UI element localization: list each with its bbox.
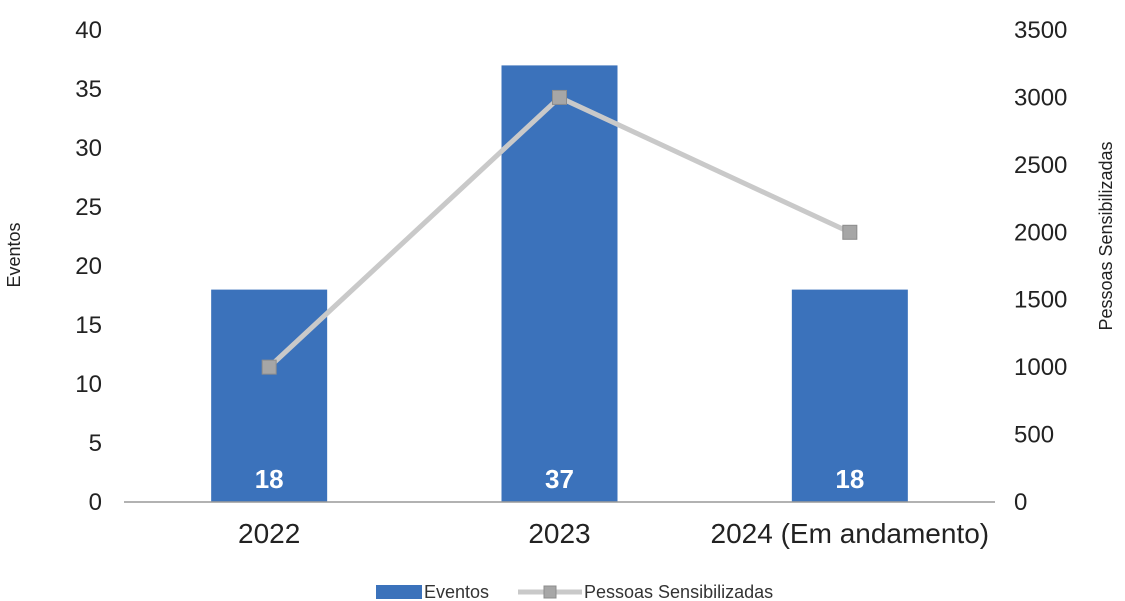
y-axis-right-title: Pessoas Sensibilizadas	[1096, 141, 1116, 330]
x-category-label: 2022	[238, 518, 300, 549]
legend-marker-pessoas	[543, 585, 557, 599]
bar-series-eventos: 18 37 18	[211, 65, 908, 503]
bar-data-label: 37	[545, 464, 574, 494]
line-marker-pessoas	[261, 359, 277, 375]
y-right-tick-label: 2500	[1014, 152, 1067, 179]
y-axis-right-ticks: 0 500 1000 1500 2000 2500 3000 3500	[1014, 17, 1067, 516]
y-right-tick-label: 3000	[1014, 84, 1067, 111]
y-right-tick-label: 1000	[1014, 354, 1067, 381]
y-right-tick-label: 500	[1014, 422, 1054, 449]
bar-eventos	[211, 289, 328, 502]
y-right-tick-label: 2000	[1014, 219, 1067, 246]
y-right-tick-label: 0	[1014, 489, 1027, 516]
y-left-tick-label: 20	[75, 253, 102, 280]
y-left-tick-label: 0	[89, 489, 102, 516]
y-left-tick-label: 15	[75, 312, 102, 339]
y-left-tick-label: 5	[89, 430, 102, 457]
y-axis-left-ticks: 0 5 10 15 20 25 30 35 40	[75, 17, 102, 516]
y-left-tick-label: 10	[75, 371, 102, 398]
bar-eventos	[791, 289, 908, 502]
bar-data-label: 18	[255, 464, 284, 494]
x-category-label: 2023	[528, 518, 590, 549]
line-series-pessoas	[261, 89, 858, 375]
x-category-label: 2024 (Em andamento)	[711, 518, 990, 549]
bar-data-label: 18	[835, 464, 864, 494]
y-left-tick-label: 40	[75, 17, 102, 44]
legend-label-pessoas: Pessoas Sensibilizadas	[584, 582, 773, 601]
y-right-tick-label: 3500	[1014, 17, 1067, 44]
y-left-tick-label: 30	[75, 135, 102, 162]
x-axis-categories: 2022 2023 2024 (Em andamento)	[238, 518, 989, 549]
line-marker-pessoas	[552, 89, 567, 105]
y-axis-left-title: Eventos	[4, 222, 24, 287]
y-left-tick-label: 25	[75, 194, 102, 221]
legend-label-eventos: Eventos	[424, 582, 489, 601]
legend-swatch-eventos	[376, 585, 422, 599]
legend: Eventos Pessoas Sensibilizadas	[376, 582, 773, 601]
bar-eventos	[501, 65, 618, 503]
line-marker-pessoas	[842, 224, 858, 240]
y-left-tick-label: 35	[75, 76, 102, 103]
y-right-tick-label: 1500	[1014, 287, 1067, 314]
